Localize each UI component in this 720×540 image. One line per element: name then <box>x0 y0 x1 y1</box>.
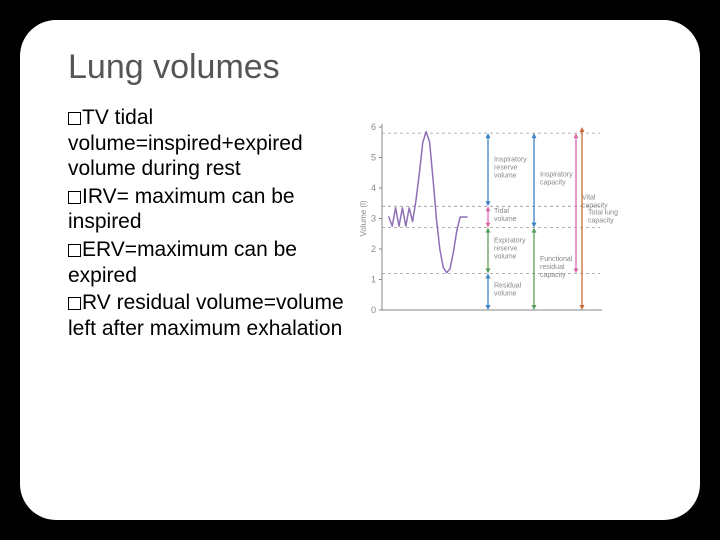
svg-text:Functional: Functional <box>540 256 573 263</box>
svg-text:Volume (l): Volume (l) <box>360 200 368 236</box>
bullet-text: ERV=maximum can be expired <box>68 238 297 287</box>
svg-text:volume: volume <box>494 173 517 180</box>
svg-text:Total lung: Total lung <box>588 210 618 217</box>
bullet-text: RV residual volume=volume left after max… <box>68 291 344 340</box>
svg-text:Expiratory: Expiratory <box>494 238 526 245</box>
svg-text:reserve: reserve <box>494 165 517 172</box>
svg-text:Inspiratory: Inspiratory <box>494 157 527 164</box>
svg-text:4: 4 <box>371 183 376 193</box>
svg-text:Vital: Vital <box>582 194 596 201</box>
bullet-text: IRV= maximum can be inspired <box>68 185 295 234</box>
bullet-item: RV residual volume=volume left after max… <box>68 290 352 341</box>
checkbox-icon <box>68 112 81 125</box>
svg-text:capacity: capacity <box>540 179 566 186</box>
svg-text:reserve: reserve <box>494 246 517 253</box>
page-title: Lung volumes <box>68 48 660 87</box>
svg-text:3: 3 <box>371 214 376 224</box>
svg-text:volume: volume <box>494 254 517 261</box>
svg-text:capacity: capacity <box>540 272 566 279</box>
bullet-text: TV tidal volume=inspired+expired volume … <box>68 106 303 180</box>
svg-text:2: 2 <box>371 244 376 254</box>
svg-text:Inspiratory: Inspiratory <box>540 171 573 178</box>
svg-text:Residual: Residual <box>494 283 522 290</box>
svg-text:1: 1 <box>371 275 376 285</box>
content-row: TV tidal volume=inspired+expired volume … <box>68 105 660 343</box>
bullet-item: TV tidal volume=inspired+expired volume … <box>68 105 352 182</box>
svg-text:residual: residual <box>540 264 565 271</box>
lung-volume-chart: 0123456Volume (l)Inspiratoryreservevolum… <box>360 105 660 343</box>
svg-text:capacity: capacity <box>588 218 614 225</box>
chart-svg: 0123456Volume (l)Inspiratoryreservevolum… <box>360 115 660 335</box>
bullet-item: ERV=maximum can be expired <box>68 237 352 288</box>
svg-text:0: 0 <box>371 305 376 315</box>
svg-text:volume: volume <box>494 216 517 223</box>
slide: Lung volumes TV tidal volume=inspired+ex… <box>20 20 700 520</box>
checkbox-icon <box>68 244 81 257</box>
svg-text:Tidal: Tidal <box>494 208 509 215</box>
checkbox-icon <box>68 191 81 204</box>
bullet-item: IRV= maximum can be inspired <box>68 184 352 235</box>
svg-text:5: 5 <box>371 153 376 163</box>
svg-text:volume: volume <box>494 291 517 298</box>
svg-text:capacity: capacity <box>582 202 608 209</box>
bullet-list: TV tidal volume=inspired+expired volume … <box>68 105 352 343</box>
svg-text:6: 6 <box>371 122 376 132</box>
checkbox-icon <box>68 297 81 310</box>
